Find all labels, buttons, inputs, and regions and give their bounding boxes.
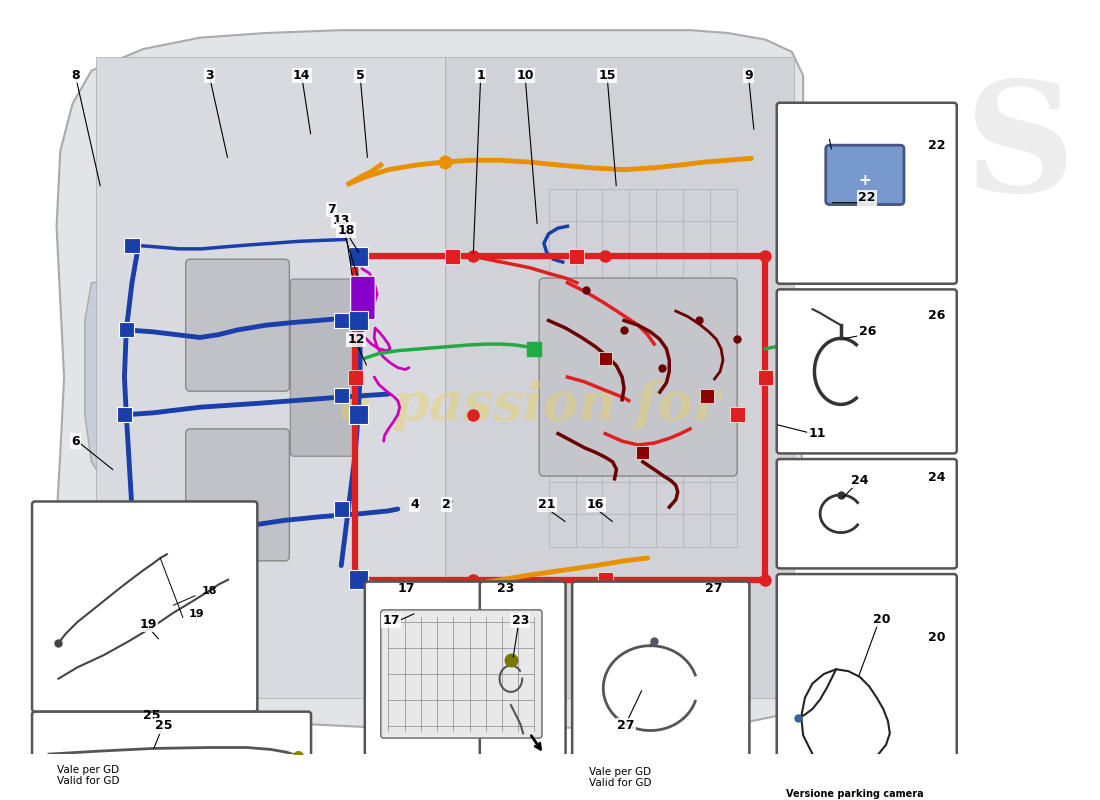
Text: 17: 17 xyxy=(383,614,400,626)
FancyBboxPatch shape xyxy=(349,570,367,589)
Text: 19: 19 xyxy=(188,610,205,619)
Text: 23: 23 xyxy=(497,582,514,595)
FancyBboxPatch shape xyxy=(597,572,613,587)
Text: Versione parking camera: Versione parking camera xyxy=(786,789,924,798)
Text: Vale per GD: Vale per GD xyxy=(590,767,651,777)
FancyBboxPatch shape xyxy=(777,459,957,569)
Text: Valid for GD: Valid for GD xyxy=(590,778,651,788)
FancyBboxPatch shape xyxy=(351,276,375,319)
FancyBboxPatch shape xyxy=(480,582,565,800)
FancyBboxPatch shape xyxy=(32,502,257,712)
Polygon shape xyxy=(96,57,444,698)
FancyBboxPatch shape xyxy=(777,574,957,800)
Text: 7: 7 xyxy=(328,202,337,216)
FancyBboxPatch shape xyxy=(598,352,612,365)
Text: 19: 19 xyxy=(140,618,156,630)
FancyBboxPatch shape xyxy=(186,259,289,391)
FancyBboxPatch shape xyxy=(290,279,354,456)
Text: 12: 12 xyxy=(348,333,365,346)
Text: 2: 2 xyxy=(442,498,451,511)
FancyBboxPatch shape xyxy=(333,313,349,328)
Text: 25: 25 xyxy=(155,719,173,732)
Text: 24: 24 xyxy=(851,474,868,487)
Text: 15: 15 xyxy=(598,69,616,82)
Text: 18: 18 xyxy=(338,223,354,237)
Text: Vale per GD: Vale per GD xyxy=(56,765,119,775)
Polygon shape xyxy=(85,278,209,492)
FancyBboxPatch shape xyxy=(365,582,559,800)
FancyBboxPatch shape xyxy=(117,539,132,554)
FancyBboxPatch shape xyxy=(826,145,904,205)
FancyBboxPatch shape xyxy=(124,238,140,253)
Text: 25: 25 xyxy=(143,710,161,722)
FancyBboxPatch shape xyxy=(444,249,460,264)
FancyBboxPatch shape xyxy=(348,370,363,385)
Text: 8: 8 xyxy=(72,69,79,82)
FancyBboxPatch shape xyxy=(572,582,749,800)
FancyBboxPatch shape xyxy=(570,249,584,264)
Text: 5: 5 xyxy=(355,69,364,82)
FancyBboxPatch shape xyxy=(758,370,773,385)
FancyBboxPatch shape xyxy=(349,311,367,330)
Text: 21: 21 xyxy=(538,498,556,511)
Text: 10: 10 xyxy=(516,69,534,82)
Polygon shape xyxy=(56,30,803,728)
FancyBboxPatch shape xyxy=(333,388,349,403)
Text: +: + xyxy=(858,174,871,189)
FancyBboxPatch shape xyxy=(349,247,367,266)
Text: 16: 16 xyxy=(587,498,604,511)
Text: 22: 22 xyxy=(928,139,946,152)
Text: Valid for GD: Valid for GD xyxy=(56,776,119,786)
Text: 24: 24 xyxy=(928,470,946,484)
Polygon shape xyxy=(547,68,782,228)
FancyBboxPatch shape xyxy=(701,390,714,402)
FancyBboxPatch shape xyxy=(777,102,957,284)
Text: 1: 1 xyxy=(476,69,485,82)
FancyBboxPatch shape xyxy=(119,322,134,338)
Text: 20: 20 xyxy=(928,631,946,644)
Text: 18: 18 xyxy=(201,586,217,596)
FancyBboxPatch shape xyxy=(539,278,737,476)
FancyBboxPatch shape xyxy=(333,502,349,517)
Polygon shape xyxy=(444,57,794,698)
FancyBboxPatch shape xyxy=(636,446,649,459)
Text: 20: 20 xyxy=(872,613,890,626)
Text: 11: 11 xyxy=(808,427,826,440)
Text: 22: 22 xyxy=(858,191,876,205)
FancyBboxPatch shape xyxy=(349,406,367,424)
Text: a passion for: a passion for xyxy=(340,380,720,431)
Text: 27: 27 xyxy=(705,582,723,595)
FancyBboxPatch shape xyxy=(729,407,745,422)
FancyBboxPatch shape xyxy=(32,712,311,799)
FancyBboxPatch shape xyxy=(117,407,132,422)
Text: 17: 17 xyxy=(398,582,416,595)
FancyBboxPatch shape xyxy=(381,610,542,738)
Text: 13: 13 xyxy=(332,214,350,227)
Text: 4: 4 xyxy=(410,498,419,511)
Text: S: S xyxy=(965,75,1075,225)
Text: 14: 14 xyxy=(293,69,310,82)
Text: 9: 9 xyxy=(744,69,752,82)
Text: 27: 27 xyxy=(617,719,635,732)
Text: 23: 23 xyxy=(512,614,529,626)
Text: 26: 26 xyxy=(928,309,946,322)
FancyBboxPatch shape xyxy=(777,290,957,454)
Text: 3: 3 xyxy=(205,69,213,82)
Text: 6: 6 xyxy=(72,434,79,448)
Text: 26: 26 xyxy=(858,326,876,338)
FancyBboxPatch shape xyxy=(186,429,289,561)
